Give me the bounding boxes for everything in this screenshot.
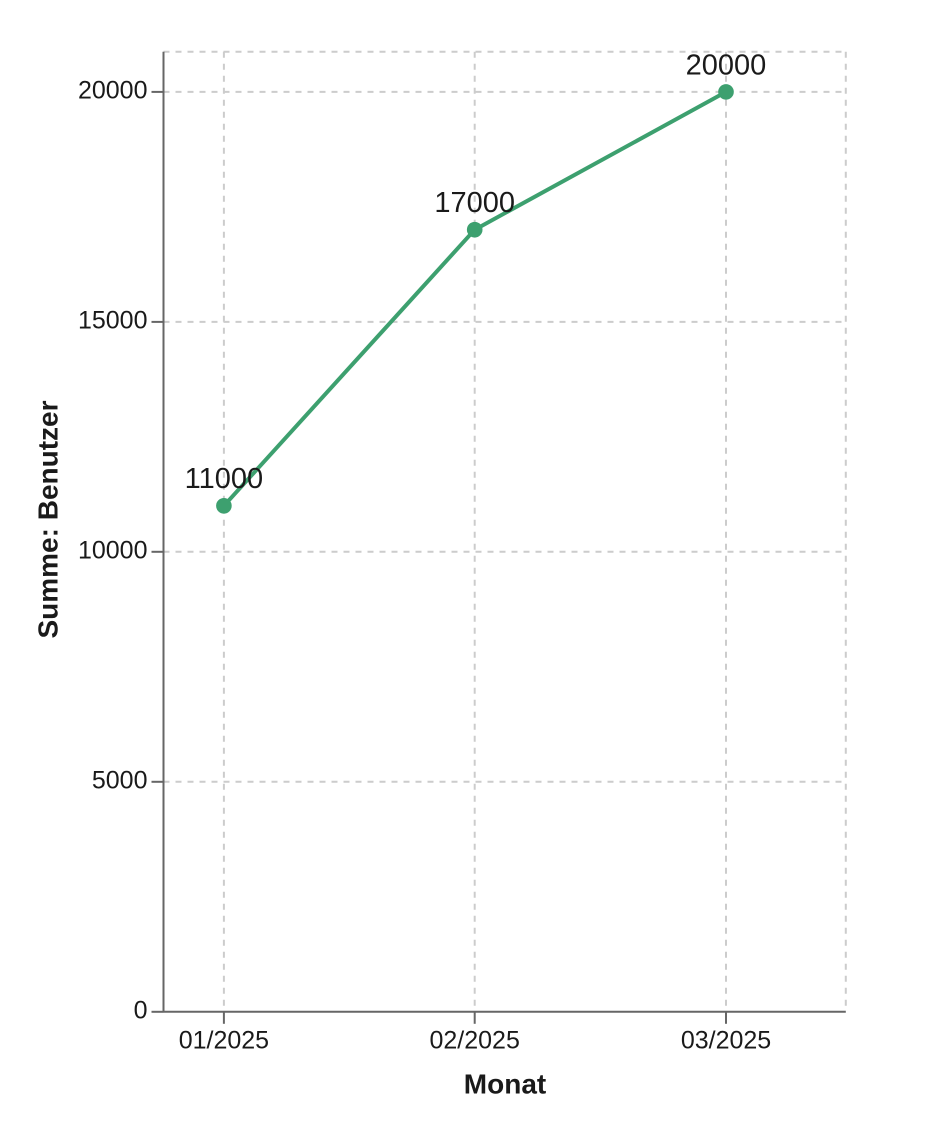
svg-text:17000: 17000 xyxy=(434,187,515,219)
svg-text:10000: 10000 xyxy=(78,536,148,564)
svg-text:02/2025: 02/2025 xyxy=(430,1027,520,1055)
svg-text:Summe: Benutzer: Summe: Benutzer xyxy=(33,400,64,638)
svg-text:11000: 11000 xyxy=(185,463,264,495)
svg-text:01/2025: 01/2025 xyxy=(179,1027,269,1055)
svg-text:20000: 20000 xyxy=(78,77,148,105)
svg-text:15000: 15000 xyxy=(78,307,148,335)
svg-text:5000: 5000 xyxy=(92,766,148,794)
svg-text:0: 0 xyxy=(134,996,148,1024)
svg-text:03/2025: 03/2025 xyxy=(681,1027,771,1055)
svg-text:Monat: Monat xyxy=(464,1069,546,1100)
svg-text:20000: 20000 xyxy=(686,49,767,81)
